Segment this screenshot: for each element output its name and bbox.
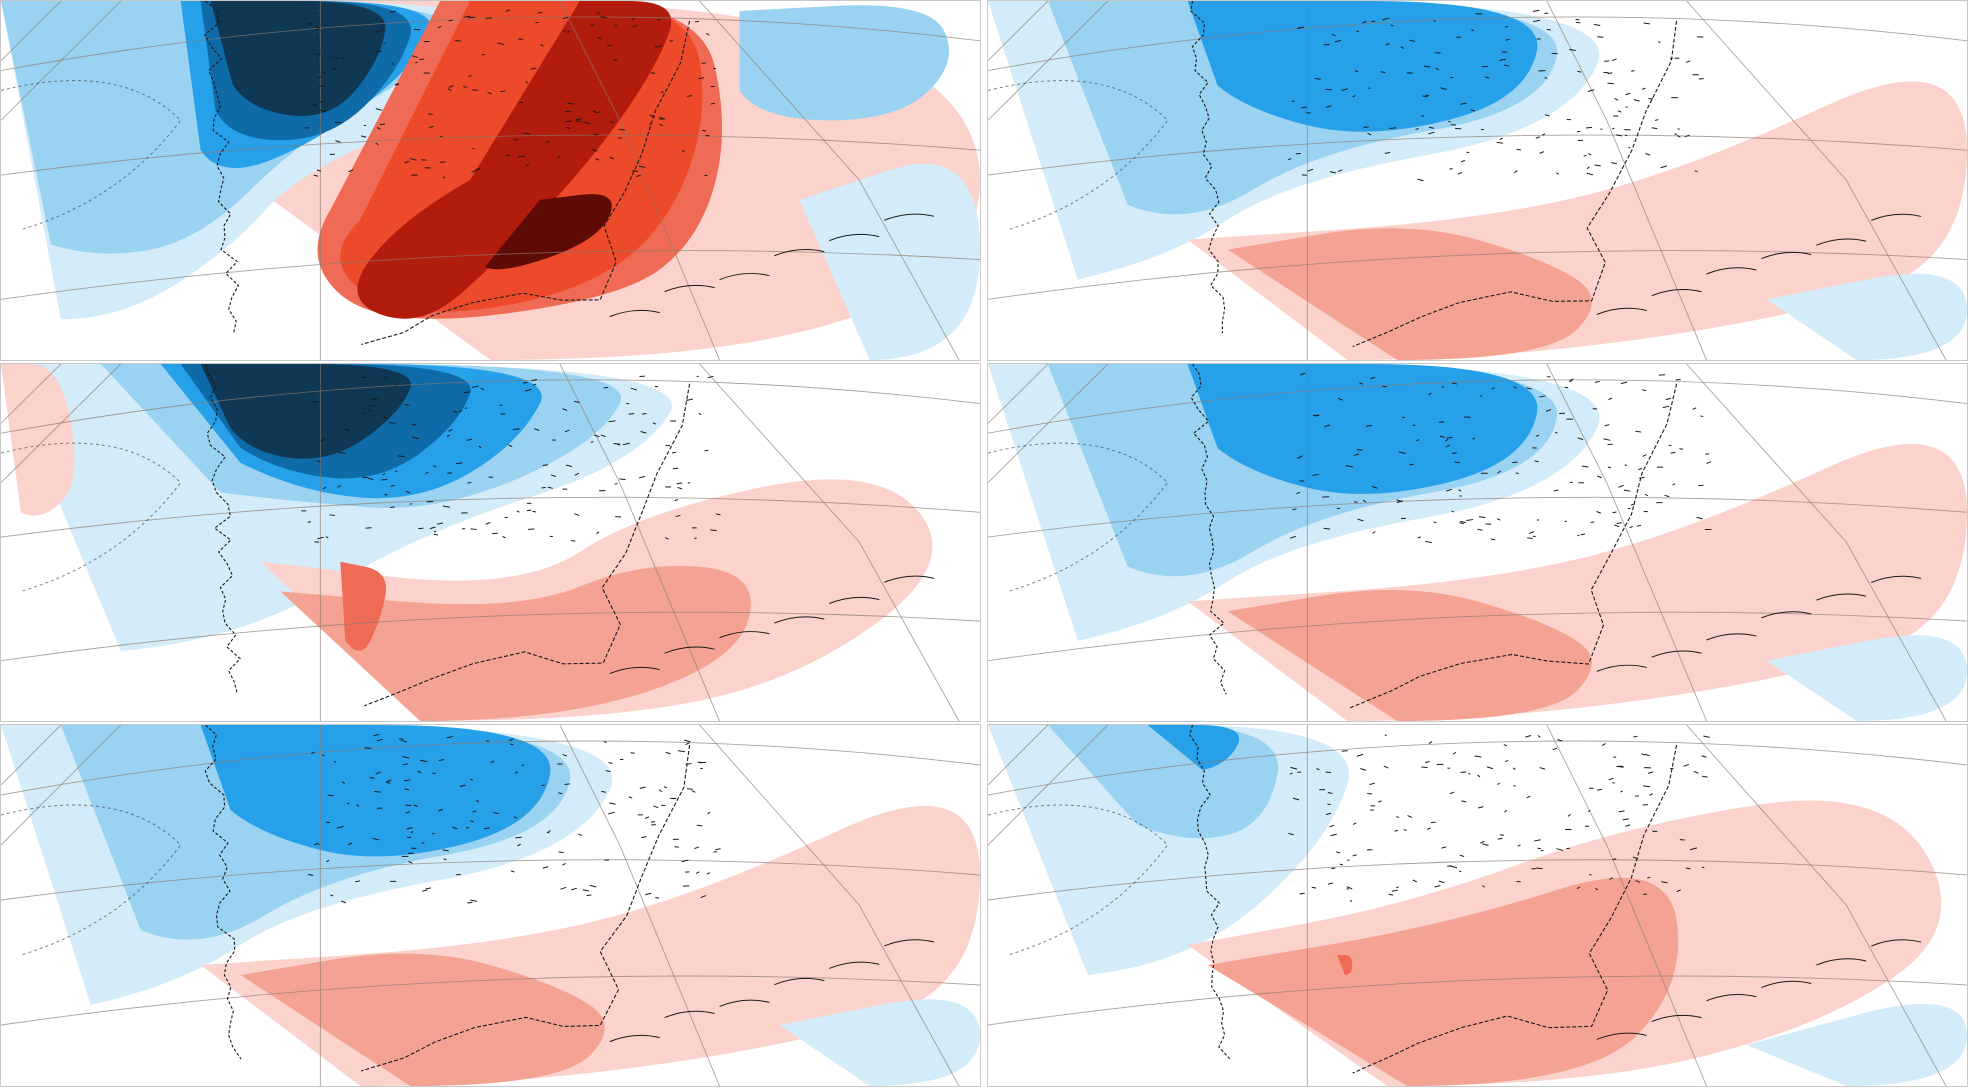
coastline — [1, 1, 935, 345]
map-canvas — [988, 364, 1967, 721]
coastline — [1, 725, 935, 1072]
cold-zone-2 — [1187, 364, 1538, 494]
graticule-lines — [1, 725, 980, 1086]
warm-zone-5 — [485, 194, 612, 270]
graticule-lines — [988, 364, 1967, 721]
warm-zone-1 — [1227, 590, 1592, 721]
warm-zone-west — [1, 364, 75, 516]
warm-zone-1 — [1227, 228, 1592, 360]
cold-zone-2 — [200, 725, 551, 857]
map-canvas — [1, 364, 980, 721]
warm-zone-4 — [357, 1, 672, 319]
coastline — [1, 364, 935, 707]
cold-zone-se — [1766, 273, 1967, 360]
map-canvas — [988, 725, 1967, 1086]
map-panel-row1-right — [987, 0, 1968, 361]
coastline — [988, 1, 1922, 348]
warm-zone-1 — [240, 953, 605, 1086]
cold-zone-4 — [210, 1, 386, 117]
map-panel-row2-left — [0, 363, 981, 722]
cold-zone-ne — [739, 5, 950, 121]
cold-zone-2 — [1147, 725, 1240, 770]
warm-zone-2 — [1337, 955, 1353, 975]
graticule-lines — [988, 1, 1967, 360]
warm-zone-2 — [340, 561, 387, 651]
map-panel-row1-left — [0, 0, 981, 361]
warm-zone-1 — [280, 565, 751, 721]
cold-zone-se — [799, 163, 980, 360]
map-canvas — [1, 725, 980, 1086]
coastline — [988, 725, 1922, 1074]
map-panel-row3-right — [987, 724, 1968, 1087]
map-canvas — [1, 1, 980, 360]
map-panel-row2-right — [987, 363, 1968, 722]
cold-zone-se — [779, 999, 980, 1086]
graticule-lines — [988, 725, 1967, 1086]
coastline — [988, 364, 1922, 709]
map-canvas — [988, 1, 1967, 360]
graticule-lines — [1, 1, 980, 360]
map-panel-row3-left — [0, 724, 981, 1087]
cold-zone-se — [1766, 635, 1967, 721]
cold-zone-2 — [1187, 1, 1538, 132]
graticule-lines — [1, 364, 980, 721]
